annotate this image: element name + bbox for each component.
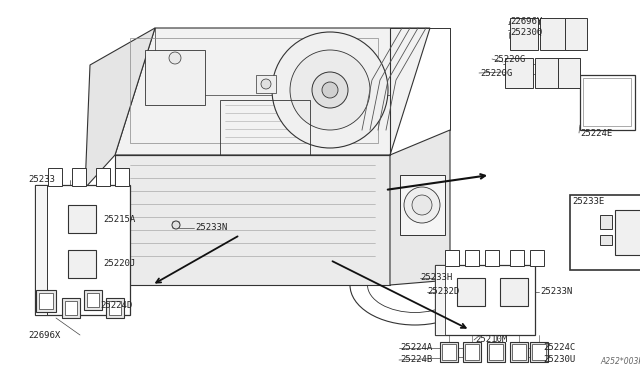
Text: 25230Q: 25230Q	[510, 28, 542, 36]
Bar	[35, 185, 130, 315]
Bar	[489, 344, 503, 360]
Bar	[558, 58, 580, 88]
Text: 25233H: 25233H	[420, 273, 452, 282]
Bar	[570, 195, 640, 270]
Bar	[145, 50, 205, 105]
Text: 22696Y: 22696Y	[510, 16, 542, 26]
Text: 25224E: 25224E	[580, 128, 612, 138]
Bar	[109, 301, 121, 315]
Bar	[435, 265, 535, 335]
Bar	[463, 342, 481, 362]
Text: 25224C: 25224C	[543, 343, 575, 353]
Text: A252*003P: A252*003P	[600, 357, 640, 366]
Bar	[130, 38, 378, 143]
Bar	[442, 344, 456, 360]
Bar	[65, 301, 77, 315]
Text: 25220G: 25220G	[480, 68, 512, 77]
Circle shape	[322, 82, 338, 98]
Circle shape	[404, 187, 440, 223]
Bar	[487, 342, 505, 362]
Circle shape	[169, 52, 181, 64]
Text: 25220J: 25220J	[103, 260, 135, 269]
Bar	[500, 278, 528, 306]
Polygon shape	[115, 28, 430, 155]
Bar	[510, 250, 524, 266]
Bar	[115, 168, 129, 186]
Bar	[465, 250, 479, 266]
Bar	[84, 290, 102, 310]
Bar	[400, 175, 445, 235]
Bar	[540, 18, 568, 50]
Text: 25224B: 25224B	[400, 356, 432, 365]
Circle shape	[312, 72, 348, 108]
Text: 25233N: 25233N	[540, 288, 572, 296]
Bar	[72, 168, 86, 186]
Text: 25224D: 25224D	[100, 301, 132, 310]
Text: 25232D: 25232D	[427, 288, 460, 296]
Text: 25210M: 25210M	[475, 336, 508, 344]
Circle shape	[290, 50, 370, 130]
Polygon shape	[115, 155, 390, 285]
Bar	[445, 250, 459, 266]
Bar	[465, 344, 479, 360]
Bar	[68, 250, 96, 278]
Text: 25224A: 25224A	[400, 343, 432, 353]
Circle shape	[261, 79, 271, 89]
Bar	[505, 58, 533, 88]
Bar	[535, 58, 563, 88]
Bar	[532, 344, 546, 360]
Polygon shape	[85, 28, 155, 188]
Bar	[87, 293, 99, 307]
Text: 25233: 25233	[28, 176, 55, 185]
Circle shape	[412, 195, 432, 215]
Bar	[565, 18, 587, 50]
Text: 22696X: 22696X	[28, 330, 60, 340]
Bar	[583, 78, 631, 126]
Bar	[512, 344, 526, 360]
Bar	[48, 168, 62, 186]
Text: 25215A: 25215A	[103, 215, 135, 224]
Bar	[96, 168, 110, 186]
Bar	[220, 100, 310, 155]
Bar	[510, 18, 538, 50]
Bar	[615, 210, 640, 255]
Bar	[36, 290, 56, 312]
Circle shape	[172, 221, 180, 229]
Text: 25233N: 25233N	[195, 224, 227, 232]
Bar	[600, 235, 612, 245]
Bar	[510, 342, 528, 362]
Text: 25220G: 25220G	[493, 55, 525, 64]
Bar	[600, 215, 612, 229]
Polygon shape	[390, 130, 450, 285]
Bar	[530, 342, 548, 362]
Bar	[62, 298, 80, 318]
Bar	[68, 205, 96, 233]
Circle shape	[272, 32, 388, 148]
Bar	[256, 75, 276, 93]
Bar	[39, 293, 53, 309]
Bar	[106, 298, 124, 318]
Text: 25233E: 25233E	[572, 198, 604, 206]
Bar	[435, 265, 445, 335]
Bar	[580, 75, 635, 130]
Text: 25230U: 25230U	[543, 356, 575, 365]
Bar	[440, 342, 458, 362]
Bar	[35, 185, 47, 315]
Bar	[530, 250, 544, 266]
Bar	[457, 278, 485, 306]
Bar	[485, 250, 499, 266]
